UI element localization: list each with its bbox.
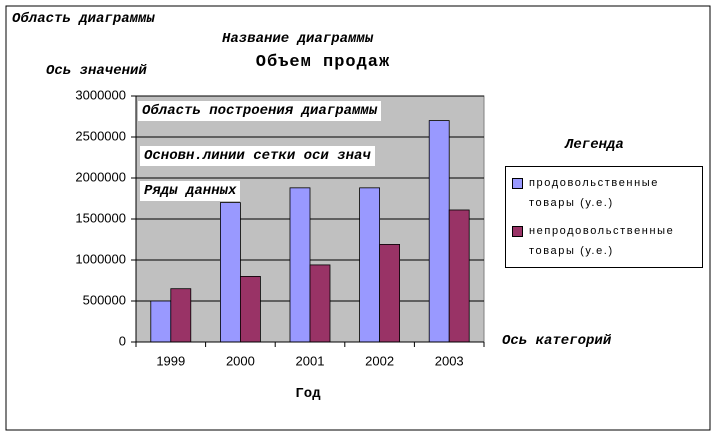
bar bbox=[239, 275, 261, 343]
y-tick-label: 2500000 bbox=[75, 128, 126, 143]
legend-label: непродовольственные товары (у.е.) bbox=[529, 225, 675, 257]
x-axis-label: Год bbox=[295, 386, 321, 402]
x-tick-label: 2000 bbox=[226, 353, 255, 368]
y-tick-label: 500000 bbox=[83, 292, 126, 307]
legend-label: продовольственные товары (у.е.) bbox=[529, 177, 659, 209]
legend-item: продовольственные товары (у.е.) bbox=[512, 173, 698, 213]
y-tick-label: 0 bbox=[119, 333, 126, 348]
bar bbox=[289, 187, 311, 343]
legend-key bbox=[512, 226, 523, 237]
bar bbox=[170, 288, 192, 343]
annotation: Легенда bbox=[565, 137, 624, 153]
chart-border bbox=[5, 5, 711, 431]
legend-key bbox=[512, 178, 523, 189]
chart-title: Объем продаж bbox=[255, 53, 391, 72]
bar bbox=[359, 187, 381, 343]
annotation: Ось значений bbox=[46, 63, 147, 79]
y-tick-label: 1500000 bbox=[75, 210, 126, 225]
x-tick-label: 1999 bbox=[156, 353, 185, 368]
annotation: Ряды данных bbox=[140, 181, 241, 201]
bar bbox=[448, 209, 470, 343]
bar bbox=[219, 202, 241, 343]
annotation: Основн.линии сетки оси знач bbox=[140, 146, 375, 166]
x-tick-label: 2001 bbox=[296, 353, 325, 368]
y-tick-label: 3000000 bbox=[75, 87, 126, 102]
x-tick-label: 2003 bbox=[435, 353, 464, 368]
y-tick-label: 2000000 bbox=[75, 169, 126, 184]
x-tick-label: 2002 bbox=[365, 353, 394, 368]
bar bbox=[379, 244, 401, 343]
y-tick-label: 1000000 bbox=[75, 251, 126, 266]
annotation: Область диаграммы bbox=[12, 11, 155, 27]
legend-item: непродовольственные товары (у.е.) bbox=[512, 221, 698, 261]
legend: продовольственные товары (у.е.) непродово… bbox=[505, 166, 703, 268]
marks: 0 500000 1000000 1500000 2000000 2500000 30000… bbox=[75, 87, 485, 368]
bar bbox=[150, 300, 172, 343]
bar bbox=[428, 120, 450, 343]
annotation: Область построения диаграммы bbox=[138, 101, 382, 121]
bar bbox=[309, 264, 331, 343]
annotation: Название диаграммы bbox=[222, 31, 374, 47]
annotation: Ось категорий bbox=[502, 333, 612, 349]
